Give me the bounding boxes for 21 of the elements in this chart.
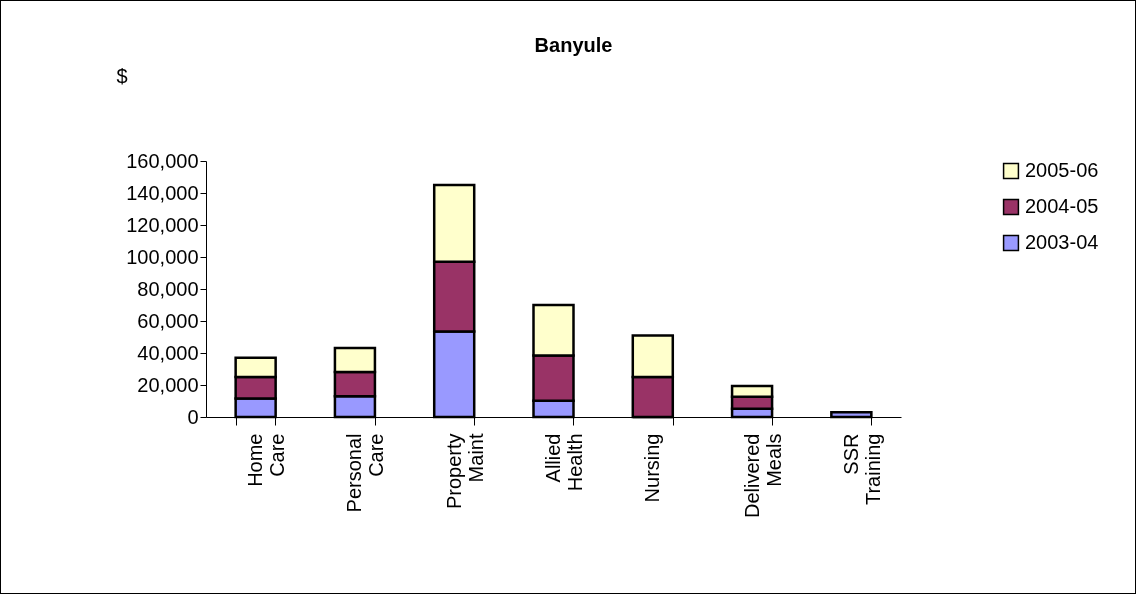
x-tick-label: Nursing — [641, 433, 664, 503]
y-tick-label: 80,000 — [137, 277, 199, 300]
y-tick-label: 40,000 — [137, 341, 199, 364]
y-axis-title: $ — [116, 64, 128, 87]
legend-label: 2003-04 — [1025, 231, 1099, 253]
y-tick-label: 140,000 — [126, 181, 199, 204]
y-tick-label: 60,000 — [137, 309, 199, 332]
legend-label: 2005-06 — [1025, 159, 1099, 181]
y-tick-label: 160,000 — [126, 149, 199, 172]
x-tick-label: Property Maint — [442, 433, 487, 510]
y-tick-label: 0 — [187, 405, 199, 428]
y-tick-label: 100,000 — [126, 245, 199, 268]
legend-label: 2004-05 — [1025, 195, 1099, 217]
y-tick-label: 120,000 — [126, 213, 199, 236]
x-tick-label: Personal Care — [343, 433, 388, 513]
x-tick-label: Allied Health — [542, 433, 586, 492]
y-tick-label: 20,000 — [137, 373, 199, 396]
x-tick-label: SSR Training — [839, 433, 884, 506]
x-tick-label: Home Care — [244, 433, 289, 487]
chart-title: Banyule — [534, 34, 613, 56]
x-tick-label: Delivered Meals — [740, 433, 785, 518]
